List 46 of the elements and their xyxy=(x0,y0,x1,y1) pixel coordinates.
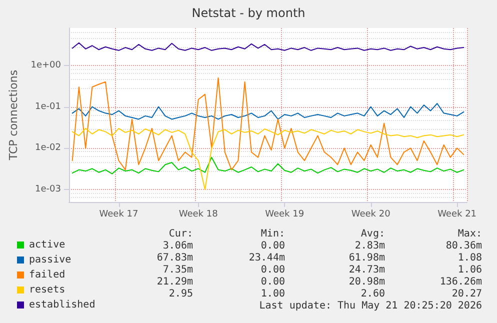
text: 20.27 xyxy=(452,288,482,300)
legend-label: established xyxy=(29,300,96,310)
legend-label: resets xyxy=(29,284,66,296)
y-tick-label: 1e+00 xyxy=(30,60,62,70)
line-series xyxy=(72,77,464,170)
text: 0.00 xyxy=(260,240,285,252)
text: Avg: xyxy=(360,228,385,240)
y-tick-label: 1e-03 xyxy=(35,184,61,195)
text: 1.06 xyxy=(458,264,482,276)
text: 0.00 xyxy=(260,264,285,276)
y-axis-title: TCP connections xyxy=(7,70,20,162)
text: 2.83m xyxy=(354,240,385,252)
text: 80.36m xyxy=(446,240,482,252)
x-tick-label: Week 18 xyxy=(178,210,218,220)
x-tick-label: Week 17 xyxy=(99,210,138,220)
chart-title: Netstat - by month xyxy=(192,6,306,20)
legend-label: failed xyxy=(29,270,66,280)
line-series xyxy=(72,156,464,174)
line-series xyxy=(72,102,464,120)
text: 2.60 xyxy=(360,288,385,300)
text: 67.83m xyxy=(156,252,193,264)
y-tick-label: 1e-02 xyxy=(35,143,61,154)
line-series xyxy=(72,42,464,51)
text: 61.98m xyxy=(348,252,385,264)
text: 3.06m xyxy=(162,240,193,252)
text: 2.95 xyxy=(168,288,193,300)
text: 0.00 xyxy=(260,276,285,288)
text: Last update: Thu May 21 20:25:20 2026 xyxy=(259,300,482,312)
legend-label: passive xyxy=(29,254,72,266)
x-tick-label: Week 20 xyxy=(351,210,391,220)
text: 24.73m xyxy=(348,264,385,276)
text: 1.08 xyxy=(458,252,482,264)
text: 23.44m xyxy=(248,252,285,264)
x-tick-label: Week 21 xyxy=(438,210,477,220)
text: 7.35m xyxy=(162,264,193,276)
text: Min: xyxy=(260,228,285,240)
text: 1.00 xyxy=(260,288,285,300)
text: Max: xyxy=(458,228,482,240)
x-tick-label: Week 19 xyxy=(265,210,304,220)
text: Cur: xyxy=(168,228,193,240)
text: 21.29m xyxy=(156,276,193,288)
line-series xyxy=(72,128,464,190)
text: 136.26m xyxy=(440,276,482,288)
text: 20.98m xyxy=(348,276,385,288)
legend-label: active xyxy=(29,240,66,250)
y-tick-label: 1e-01 xyxy=(35,102,61,112)
